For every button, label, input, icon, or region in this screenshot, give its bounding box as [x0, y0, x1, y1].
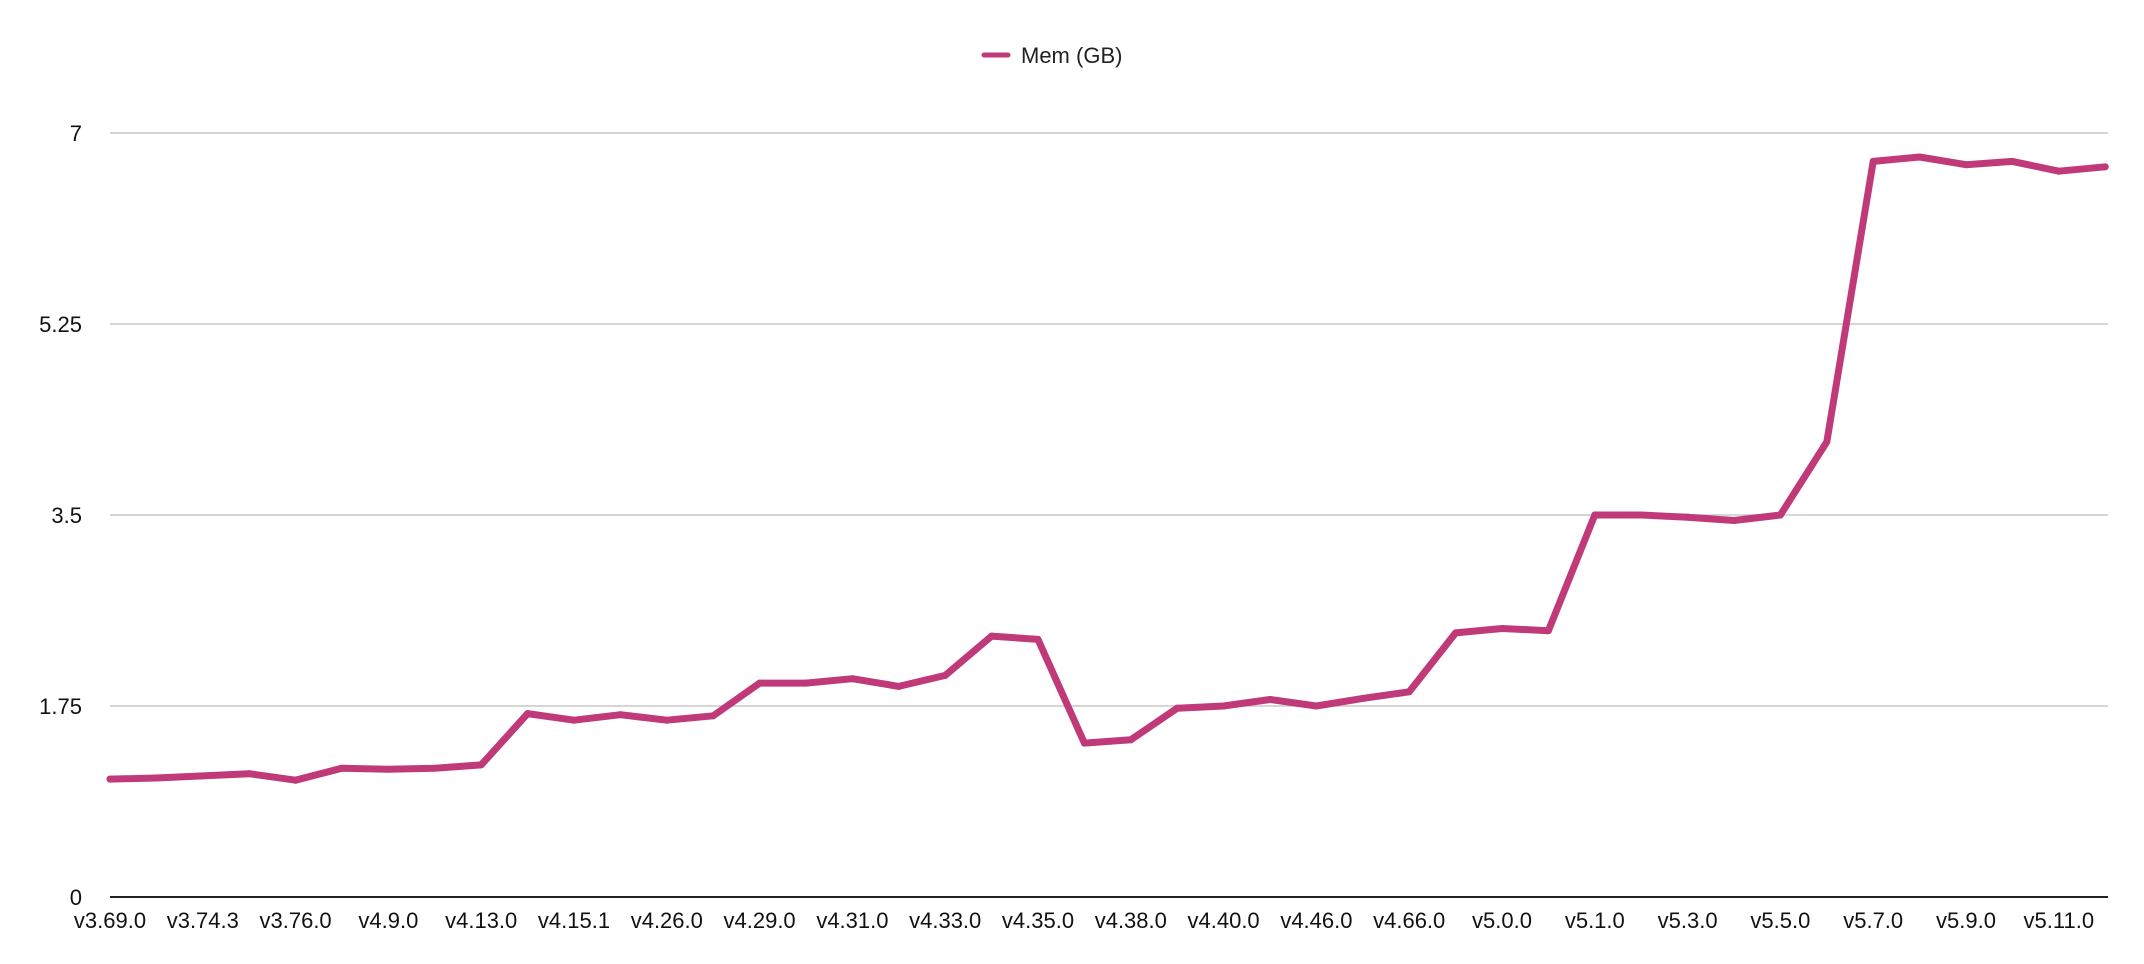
data-point — [1173, 704, 1181, 712]
x-tick-label: v4.38.0 — [1095, 908, 1167, 933]
data-point — [245, 770, 253, 778]
data-point — [152, 774, 160, 782]
data-point — [1498, 625, 1506, 633]
x-tick-label: v5.9.0 — [1936, 908, 1996, 933]
data-point — [709, 712, 717, 720]
legend-label-mem: Mem (GB) — [1021, 43, 1122, 68]
x-tick-label: v5.3.0 — [1658, 908, 1718, 933]
data-point — [756, 679, 764, 687]
x-tick-label: v4.9.0 — [358, 908, 418, 933]
data-point — [1962, 161, 1970, 169]
data-point — [1730, 516, 1738, 524]
data-point — [524, 710, 532, 718]
data-point — [1544, 627, 1552, 635]
data-point — [802, 679, 810, 687]
data-point — [106, 775, 114, 783]
data-point — [1452, 629, 1460, 637]
data-point — [199, 772, 207, 780]
data-point — [2101, 163, 2109, 171]
y-axis-tick-labels: 0 1.75 3.5 5.25 7 — [39, 121, 82, 910]
data-point — [1869, 157, 1877, 165]
data-point — [988, 632, 996, 640]
series-line-mem — [106, 153, 2109, 784]
data-point — [338, 764, 346, 772]
data-point — [1405, 688, 1413, 696]
x-tick-label: v5.11.0 — [2024, 908, 2095, 933]
x-tick-label: v5.7.0 — [1843, 908, 1903, 933]
x-tick-label: v4.66.0 — [1373, 908, 1445, 933]
data-point — [1034, 635, 1042, 643]
data-point — [848, 675, 856, 683]
y-tick-label: 5.25 — [39, 312, 82, 337]
series-layer — [106, 153, 2109, 784]
data-point — [384, 765, 392, 773]
x-tick-label: v4.26.0 — [631, 908, 703, 933]
data-point — [431, 764, 439, 772]
x-tick-label: v4.29.0 — [724, 908, 796, 933]
data-point — [2055, 167, 2063, 175]
data-point — [1080, 739, 1088, 747]
x-tick-label: v5.1.0 — [1565, 908, 1625, 933]
y-tick-label: 3.5 — [51, 503, 82, 528]
y-tick-label: 1.75 — [39, 694, 82, 719]
data-point — [616, 711, 624, 719]
data-point — [1220, 702, 1228, 710]
data-point — [1637, 511, 1645, 519]
data-point — [2008, 157, 2016, 165]
data-point — [1916, 153, 1924, 161]
x-tick-label: v4.35.0 — [1002, 908, 1074, 933]
data-point — [1684, 513, 1692, 521]
x-tick-label: v4.33.0 — [909, 908, 981, 933]
x-tick-label: v4.46.0 — [1280, 908, 1352, 933]
data-point — [292, 776, 300, 784]
data-point — [1127, 736, 1135, 744]
x-tick-label: v3.76.0 — [260, 908, 332, 933]
x-tick-label: v4.13.0 — [445, 908, 517, 933]
data-point — [570, 716, 578, 724]
data-point — [1312, 702, 1320, 710]
gridlines — [110, 132, 2108, 707]
x-tick-label: v4.40.0 — [1188, 908, 1260, 933]
y-tick-label: 0 — [70, 885, 82, 910]
x-tick-label: v3.69.0 — [74, 908, 146, 933]
data-point — [663, 716, 671, 724]
data-point — [477, 761, 485, 769]
y-tick-label: 7 — [70, 121, 82, 146]
data-point — [941, 671, 949, 679]
x-tick-label: v5.5.0 — [1750, 908, 1810, 933]
x-tick-label: v4.31.0 — [816, 908, 888, 933]
data-point — [895, 682, 903, 690]
data-point — [1591, 511, 1599, 519]
x-tick-label: v5.0.0 — [1472, 908, 1532, 933]
x-tick-label: v3.74.3 — [167, 908, 239, 933]
data-point — [1359, 694, 1367, 702]
data-point — [1776, 511, 1784, 519]
data-point — [1823, 438, 1831, 446]
legend: Mem (GB) — [981, 43, 1122, 68]
x-axis-tick-labels: v3.69.0 v3.74.3 v3.76.0 v4.9.0 v4.13.0 v4.15.… — [74, 908, 2094, 933]
x-tick-label: v4.15.1 — [538, 908, 610, 933]
data-point — [1266, 695, 1274, 703]
